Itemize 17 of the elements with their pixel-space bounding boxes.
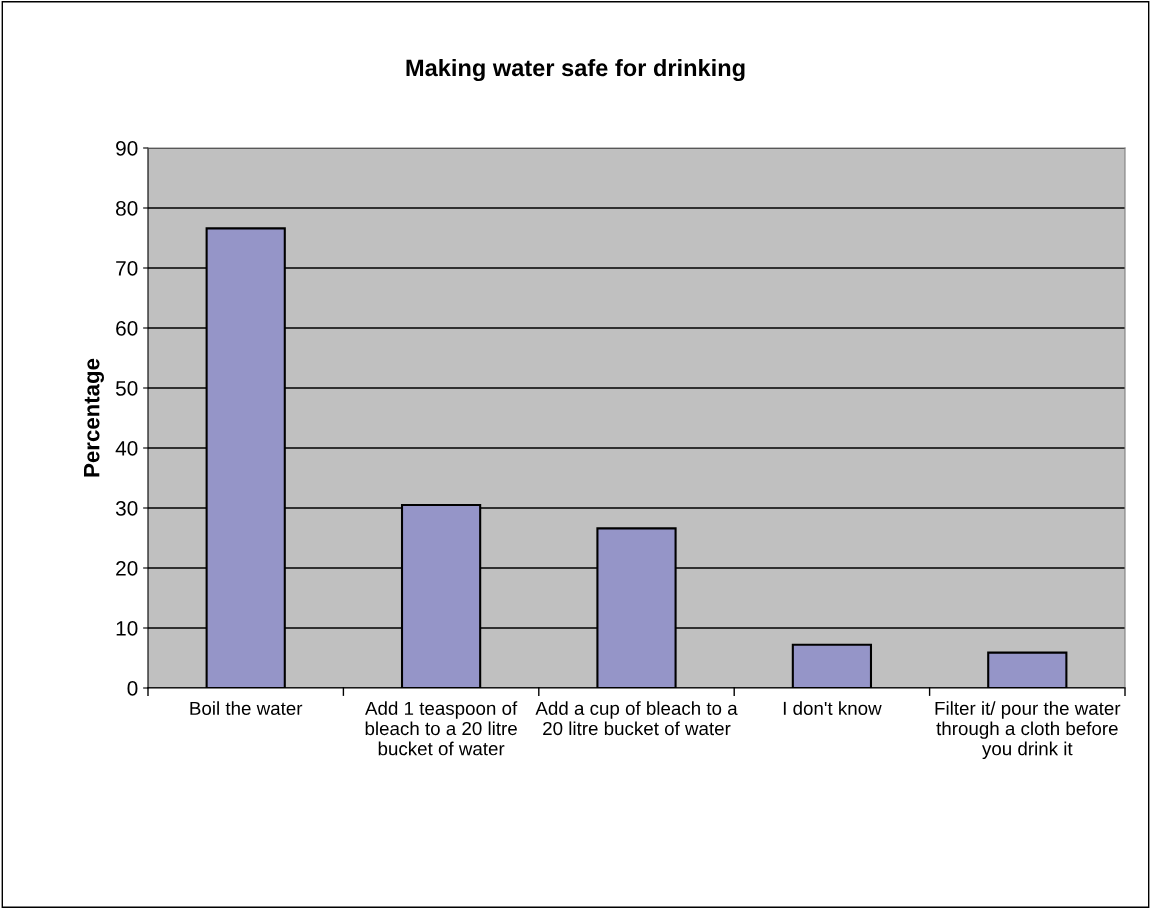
y-axis-title: Percentage bbox=[84, 358, 104, 477]
chart-title: Making water safe for drinking bbox=[406, 58, 745, 82]
y-tick-label: 20 bbox=[116, 561, 138, 576]
x-tick-label: Add 1 teaspoon of bleach to a 20 litre bucket of water bbox=[365, 701, 518, 756]
y-tick-label: 90 bbox=[116, 141, 138, 156]
y-tick-label: 70 bbox=[116, 261, 138, 276]
y-tick-label: 50 bbox=[115, 381, 138, 396]
x-tick-label: Add a cup of bleach to a 20 litre bucket of water bbox=[535, 701, 738, 736]
y-tick-label: 40 bbox=[115, 441, 138, 456]
x-tick-label: Boil the water bbox=[190, 701, 303, 715]
x-tick-label: I don't know bbox=[783, 701, 882, 715]
y-tick-label: 30 bbox=[115, 501, 138, 516]
y-tick-label: 10 bbox=[116, 621, 138, 636]
y-tick-label: 60 bbox=[116, 321, 138, 336]
x-tick-label: Filter it/ pour the water through a cloth before you drink it bbox=[935, 701, 1121, 760]
y-tick-label: 80 bbox=[116, 201, 138, 216]
y-tick-label: 0 bbox=[127, 681, 138, 696]
